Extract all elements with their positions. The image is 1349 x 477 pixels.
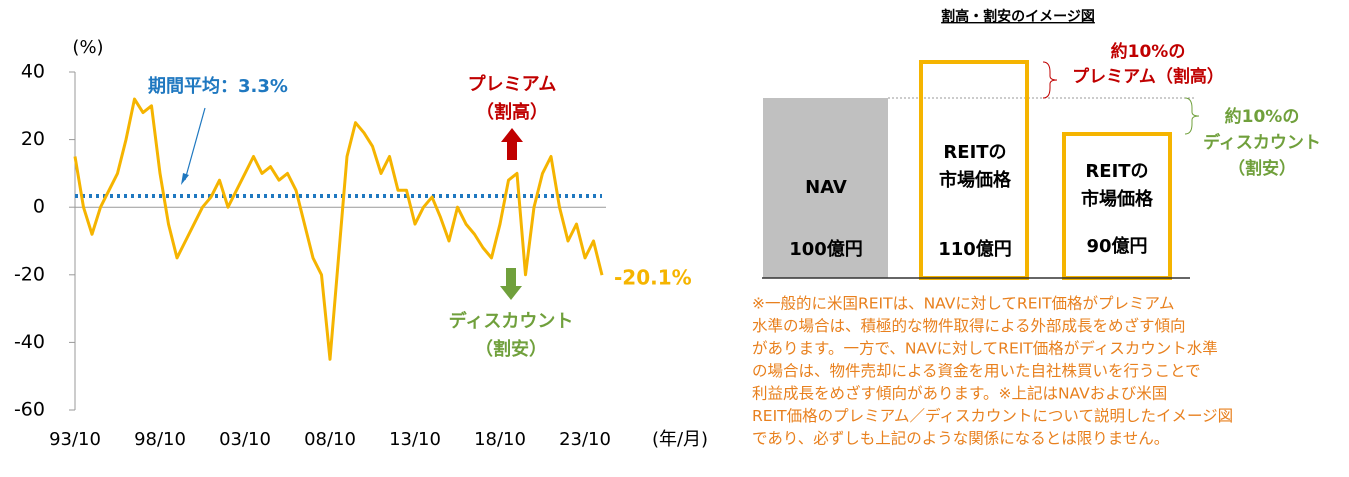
footnote-line: 水準の場合は、積極的な物件取得による外部成長をめざす傾向 (752, 316, 1186, 335)
x-tick-label: 03/10 (219, 429, 271, 450)
premium-note: プレミアム（割高） (1072, 66, 1224, 87)
y-tick-label: 20 (21, 128, 45, 150)
average-label: 期間平均：3.3% (148, 75, 288, 97)
y-tick-label: -20 (14, 263, 45, 285)
y-tick-label: -60 (14, 399, 45, 421)
arrow-head (181, 173, 189, 185)
box-amount: 90億円 (1086, 235, 1147, 257)
nav-label: NAV (805, 177, 847, 198)
discount-label: ディスカウント (449, 310, 574, 332)
diagram-title: 割高・割安のイメージ図 (941, 8, 1095, 25)
premium-label: （割高） (476, 101, 548, 123)
y-unit: (%) (72, 37, 103, 58)
discount-note: 約10%の (1225, 106, 1300, 127)
box-label: REITの (943, 142, 1006, 163)
discount-label: （割安） (475, 338, 547, 360)
box-label: 市場価格 (1081, 188, 1154, 210)
footnote-line: であり、必ずしも上記のような関係になるとは限りません。 (752, 430, 1169, 448)
footnote-line: 利益成長をめざす傾向があります。※上記はNAVおよび米国 (752, 384, 1167, 403)
x-tick-label: 23/10 (559, 429, 611, 450)
discount-note: ディスカウント (1203, 132, 1321, 153)
value-label: -20.1% (614, 266, 692, 290)
premium-note: 約10%の (1111, 41, 1186, 62)
up-arrow (501, 128, 523, 160)
y-tick-label: -40 (14, 331, 45, 353)
box-amount: 110億円 (938, 238, 1012, 260)
x-tick-label: 18/10 (474, 429, 526, 450)
box-label: 市場価格 (939, 169, 1012, 191)
nav-bar (763, 98, 888, 278)
footnote-line: の場合は、物件売却による資金を用いた自社株買いを行うことで (752, 362, 1201, 380)
x-unit: (年/月) (652, 429, 708, 450)
footnote-line: ※一般的に米国REITは、NAVに対してREIT価格がプレミアム (752, 295, 1174, 313)
series-line (73, 97, 604, 361)
x-tick-label: 13/10 (389, 429, 441, 450)
premium-brace (1042, 61, 1058, 99)
footnote-line: REIT価格のプレミアム／ディスカウントについて説明したイメージ図 (752, 406, 1233, 425)
x-tick-label: 98/10 (134, 429, 186, 450)
x-tick-label: 08/10 (304, 429, 356, 450)
y-tick-label: 40 (21, 61, 45, 83)
x-tick-label: 93/10 (49, 429, 101, 450)
y-tick-label: 0 (33, 196, 45, 218)
nav-amount: 100億円 (789, 238, 863, 260)
down-arrow (500, 268, 522, 300)
footnote-line: があります。一方で、NAVに対してREIT価格がディスカウント水準 (752, 339, 1218, 358)
discount-brace (1184, 97, 1200, 135)
discount-note: （割安） (1228, 158, 1296, 179)
premium-label: プレミアム (468, 73, 557, 95)
average-pointer (184, 107, 206, 181)
box-label: REITの (1085, 161, 1148, 182)
